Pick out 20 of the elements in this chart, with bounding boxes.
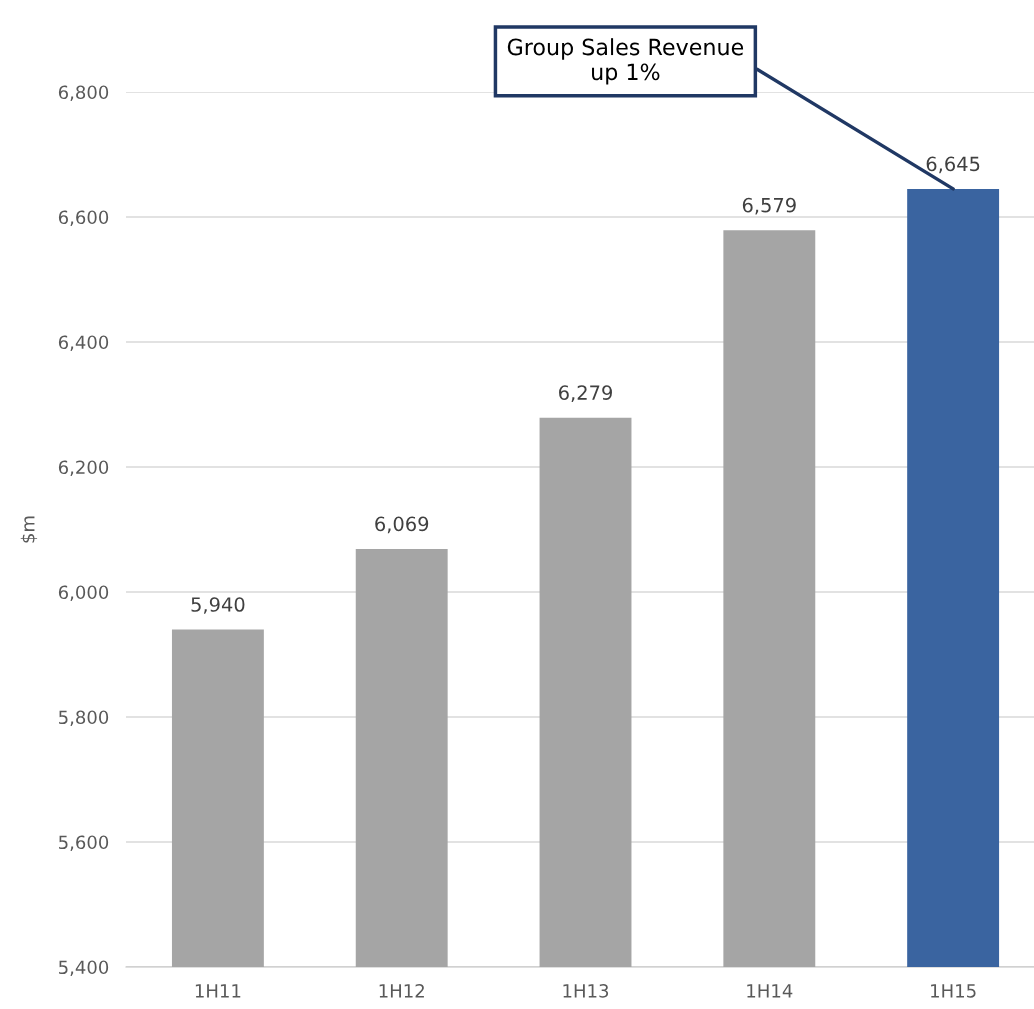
y-tick-label: 6,600 — [58, 210, 109, 226]
data-label: 6,579 — [742, 197, 796, 215]
y-tick-label: 5,600 — [59, 835, 109, 851]
data-label: 6,645 — [926, 156, 980, 174]
x-tick-label: 1H12 — [379, 983, 424, 998]
y-tick-label: 6,200 — [58, 460, 109, 476]
x-tick-label: 1H13 — [563, 983, 609, 998]
y-tick-label: 6,800 — [58, 85, 109, 101]
y-tick-label: 5,800 — [59, 710, 109, 726]
x-tick-label: 1H14 — [747, 984, 793, 998]
data-label: 5,940 — [191, 597, 245, 614]
data-label: 6,069 — [375, 516, 429, 534]
data-label: 6,279 — [559, 385, 612, 402]
y-tick-label: 5,400 — [59, 960, 109, 976]
x-tick-label: 1H11 — [195, 984, 241, 998]
annotation: Group Sales Revenue up 1% — [507, 38, 744, 85]
x-tick-label: 1H15 — [931, 984, 976, 998]
y-axis-title: $m — [20, 516, 38, 543]
y-tick-label: 6,400 — [58, 335, 109, 351]
y-tick-label: 6,000 — [58, 585, 109, 601]
